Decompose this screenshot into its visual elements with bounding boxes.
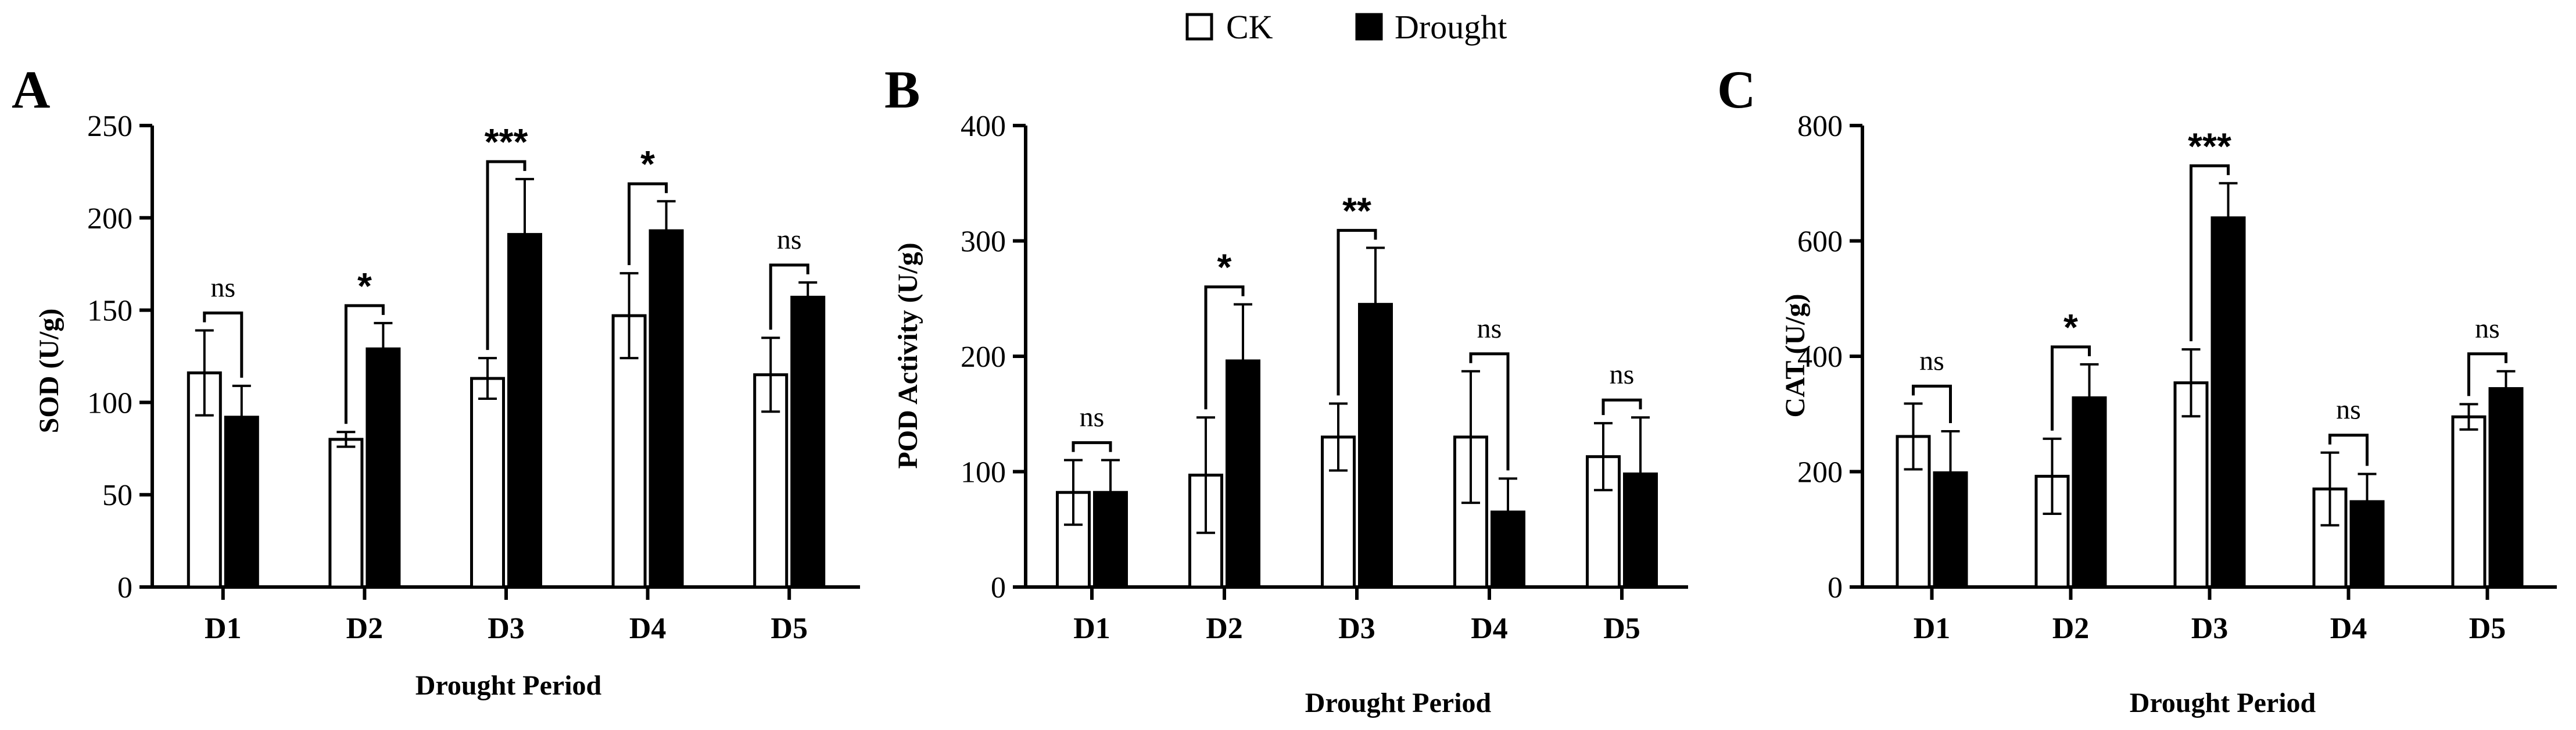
y-tick-label: 400 [1797,341,1843,374]
bar-drought-d4 [2349,500,2385,589]
legend-label-drought: Drought [1395,8,1507,46]
x-tick-label: D2 [2052,612,2090,645]
x-axis-title: Drought Period [415,670,602,701]
bar-drought-d2 [1226,359,1260,589]
significance-bracket [1912,384,1952,424]
significance-bracket [1602,398,1642,416]
significance-bracket [1072,441,1112,452]
bar-drought-d1 [224,416,259,589]
x-tick-label: D4 [1471,612,1508,645]
x-tick-label: D5 [1603,612,1640,645]
legend: CK Drought [1185,8,1507,46]
x-tick-label: D4 [629,612,667,645]
legend-swatch-drought [1355,13,1383,41]
significance-label: ns [1919,345,1944,376]
significance-bracket [628,182,668,266]
y-tick-label: 0 [117,571,132,604]
y-tick-label: 100 [87,387,132,420]
bar-drought-d3 [2210,216,2246,589]
y-tick-label: 200 [1797,456,1843,489]
significance-label: * [640,143,655,185]
y-tick-label: 50 [102,479,132,512]
significance-bracket [1337,228,1377,396]
bar-ck-d5 [2451,415,2487,589]
significance-label: ns [1080,402,1105,433]
bar-drought-d3 [1358,303,1393,589]
y-tick-label: 300 [961,226,1006,259]
significance-bracket [1204,285,1245,410]
y-tick-label: 200 [87,202,132,235]
y-axis-title: CAT (U/g) [1780,294,1811,418]
panel-a-sod-chart: A SOD (U/g) Drought Period 0 50 100 150 200 2… [12,60,860,701]
significance-label: * [2063,306,2078,348]
x-tick-label: D1 [1914,612,1951,645]
significance-bracket [2467,352,2507,396]
x-tick-label: D2 [346,612,384,645]
significance-label: ns [1477,313,1502,344]
significance-label: ns [210,273,235,303]
significance-label: ns [777,224,802,255]
bar-ck-d4 [1453,435,1488,589]
significance-label: ns [2336,395,2361,425]
y-tick-label: 250 [87,110,132,143]
legend-swatch-ck [1185,13,1213,41]
x-axis-title: Drought Period [1305,688,1492,718]
significance-bracket [344,304,385,424]
bar-drought-d5 [790,295,826,589]
significance-bracket [486,160,526,350]
significance-label: * [357,265,372,307]
bar-drought-d5 [1623,472,1658,589]
y-tick-label: 600 [1797,226,1843,259]
significance-label: * [1217,246,1232,288]
bar-drought-d2 [366,347,401,589]
bar-drought-d5 [2488,387,2524,589]
panel-b-pod-chart: B POD Activity (U/g) Drought Period 0 100… [884,60,1688,718]
x-tick-label: D5 [2469,612,2506,645]
bar-drought-d1 [1933,471,1968,589]
legend-label-ck: CK [1226,8,1273,46]
y-tick-label: 800 [1797,110,1843,143]
panel-c-cat-chart: C CAT (U/g) Drought Period 0 200 400 600 800… [1717,60,2557,718]
panel-letter: B [884,60,920,119]
x-tick-label: D4 [2330,612,2367,645]
significance-bracket [2190,164,2230,342]
bar-drought-d4 [649,229,684,589]
bar-ck-d3 [470,377,505,589]
panel-letter: A [12,60,50,119]
significance-bracket [2051,345,2091,431]
y-tick-label: 0 [991,571,1006,604]
bar-drought-d4 [1491,510,1525,589]
panel-letter: C [1717,60,1755,119]
x-tick-label: D1 [1073,612,1110,645]
y-tick-label: 200 [961,341,1006,374]
bar-drought-d2 [2072,396,2107,589]
x-tick-label: D1 [205,612,242,645]
y-axis-title: POD Activity (U/g) [893,242,923,468]
y-axis-title: SOD (U/g) [34,309,65,434]
significance-label: *** [485,121,528,163]
y-tick-label: 100 [961,456,1006,489]
significance-bracket [203,312,243,378]
significance-bracket [1469,352,1510,471]
y-tick-label: 400 [961,110,1006,143]
significance-label: ** [1342,189,1371,231]
significance-label: ns [2475,313,2500,344]
y-tick-label: 0 [1828,571,1843,604]
x-tick-label: D3 [488,612,525,645]
x-tick-label: D2 [1206,612,1243,645]
bar-drought-d3 [507,232,542,589]
x-tick-label: D3 [2191,612,2229,645]
significance-label: *** [2188,125,2231,167]
significance-bracket [769,263,809,330]
x-tick-label: D3 [1338,612,1375,645]
significance-bracket [2328,434,2369,466]
bar-ck-d2 [328,438,364,589]
x-axis-title: Drought Period [2130,688,2316,718]
significance-label: ns [1610,359,1635,390]
y-tick-label: 150 [87,295,132,328]
bar-drought-d1 [1093,491,1128,589]
x-tick-label: D5 [771,612,808,645]
